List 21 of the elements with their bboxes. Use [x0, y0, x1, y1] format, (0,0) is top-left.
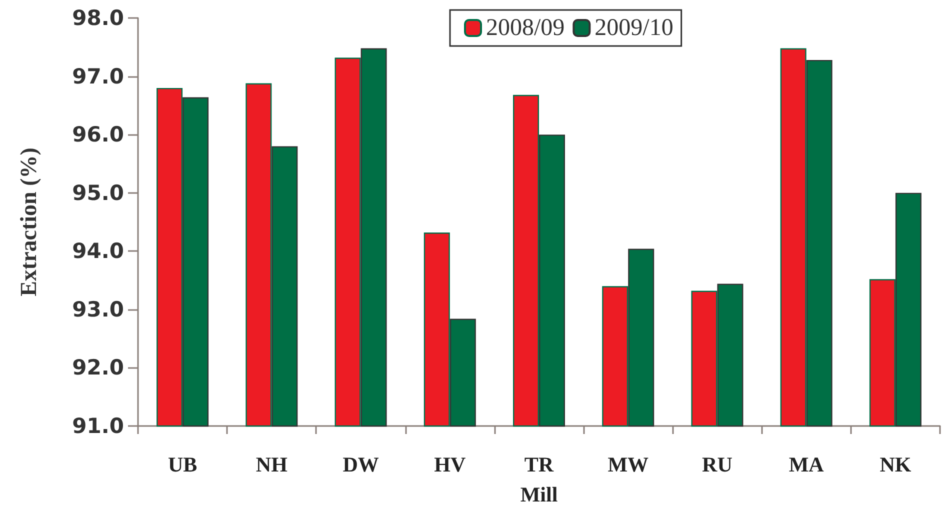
x-tick-label: RU: [702, 452, 732, 476]
x-axis-title: Mill: [520, 482, 558, 506]
x-tick-label: UB: [168, 452, 198, 476]
x-tick-label: DW: [342, 452, 379, 476]
y-tick-label: 92.0: [72, 356, 124, 380]
y-tick-label: 94.0: [72, 239, 124, 264]
y-tick-label: 93.0: [72, 297, 124, 322]
y-tick-label: 96.0: [72, 122, 124, 147]
legend-label: 2008/09: [486, 15, 565, 41]
x-tick-label: TR: [524, 452, 554, 476]
y-tick-label: 98.0: [72, 6, 124, 30]
y-tick-label: 91.0: [72, 414, 124, 438]
x-tick-label: HV: [434, 452, 466, 476]
legend-label: 2009/10: [594, 15, 674, 41]
y-tick-label: 97.0: [72, 64, 124, 88]
y-tick-label: 95.0: [72, 180, 124, 205]
x-tick-label: NH: [256, 452, 288, 476]
y-axis-title: Extraction (%): [16, 148, 41, 296]
x-tick-label: MA: [788, 452, 825, 476]
x-tick-label: MW: [608, 452, 649, 476]
x-tick-label: NK: [880, 452, 912, 476]
